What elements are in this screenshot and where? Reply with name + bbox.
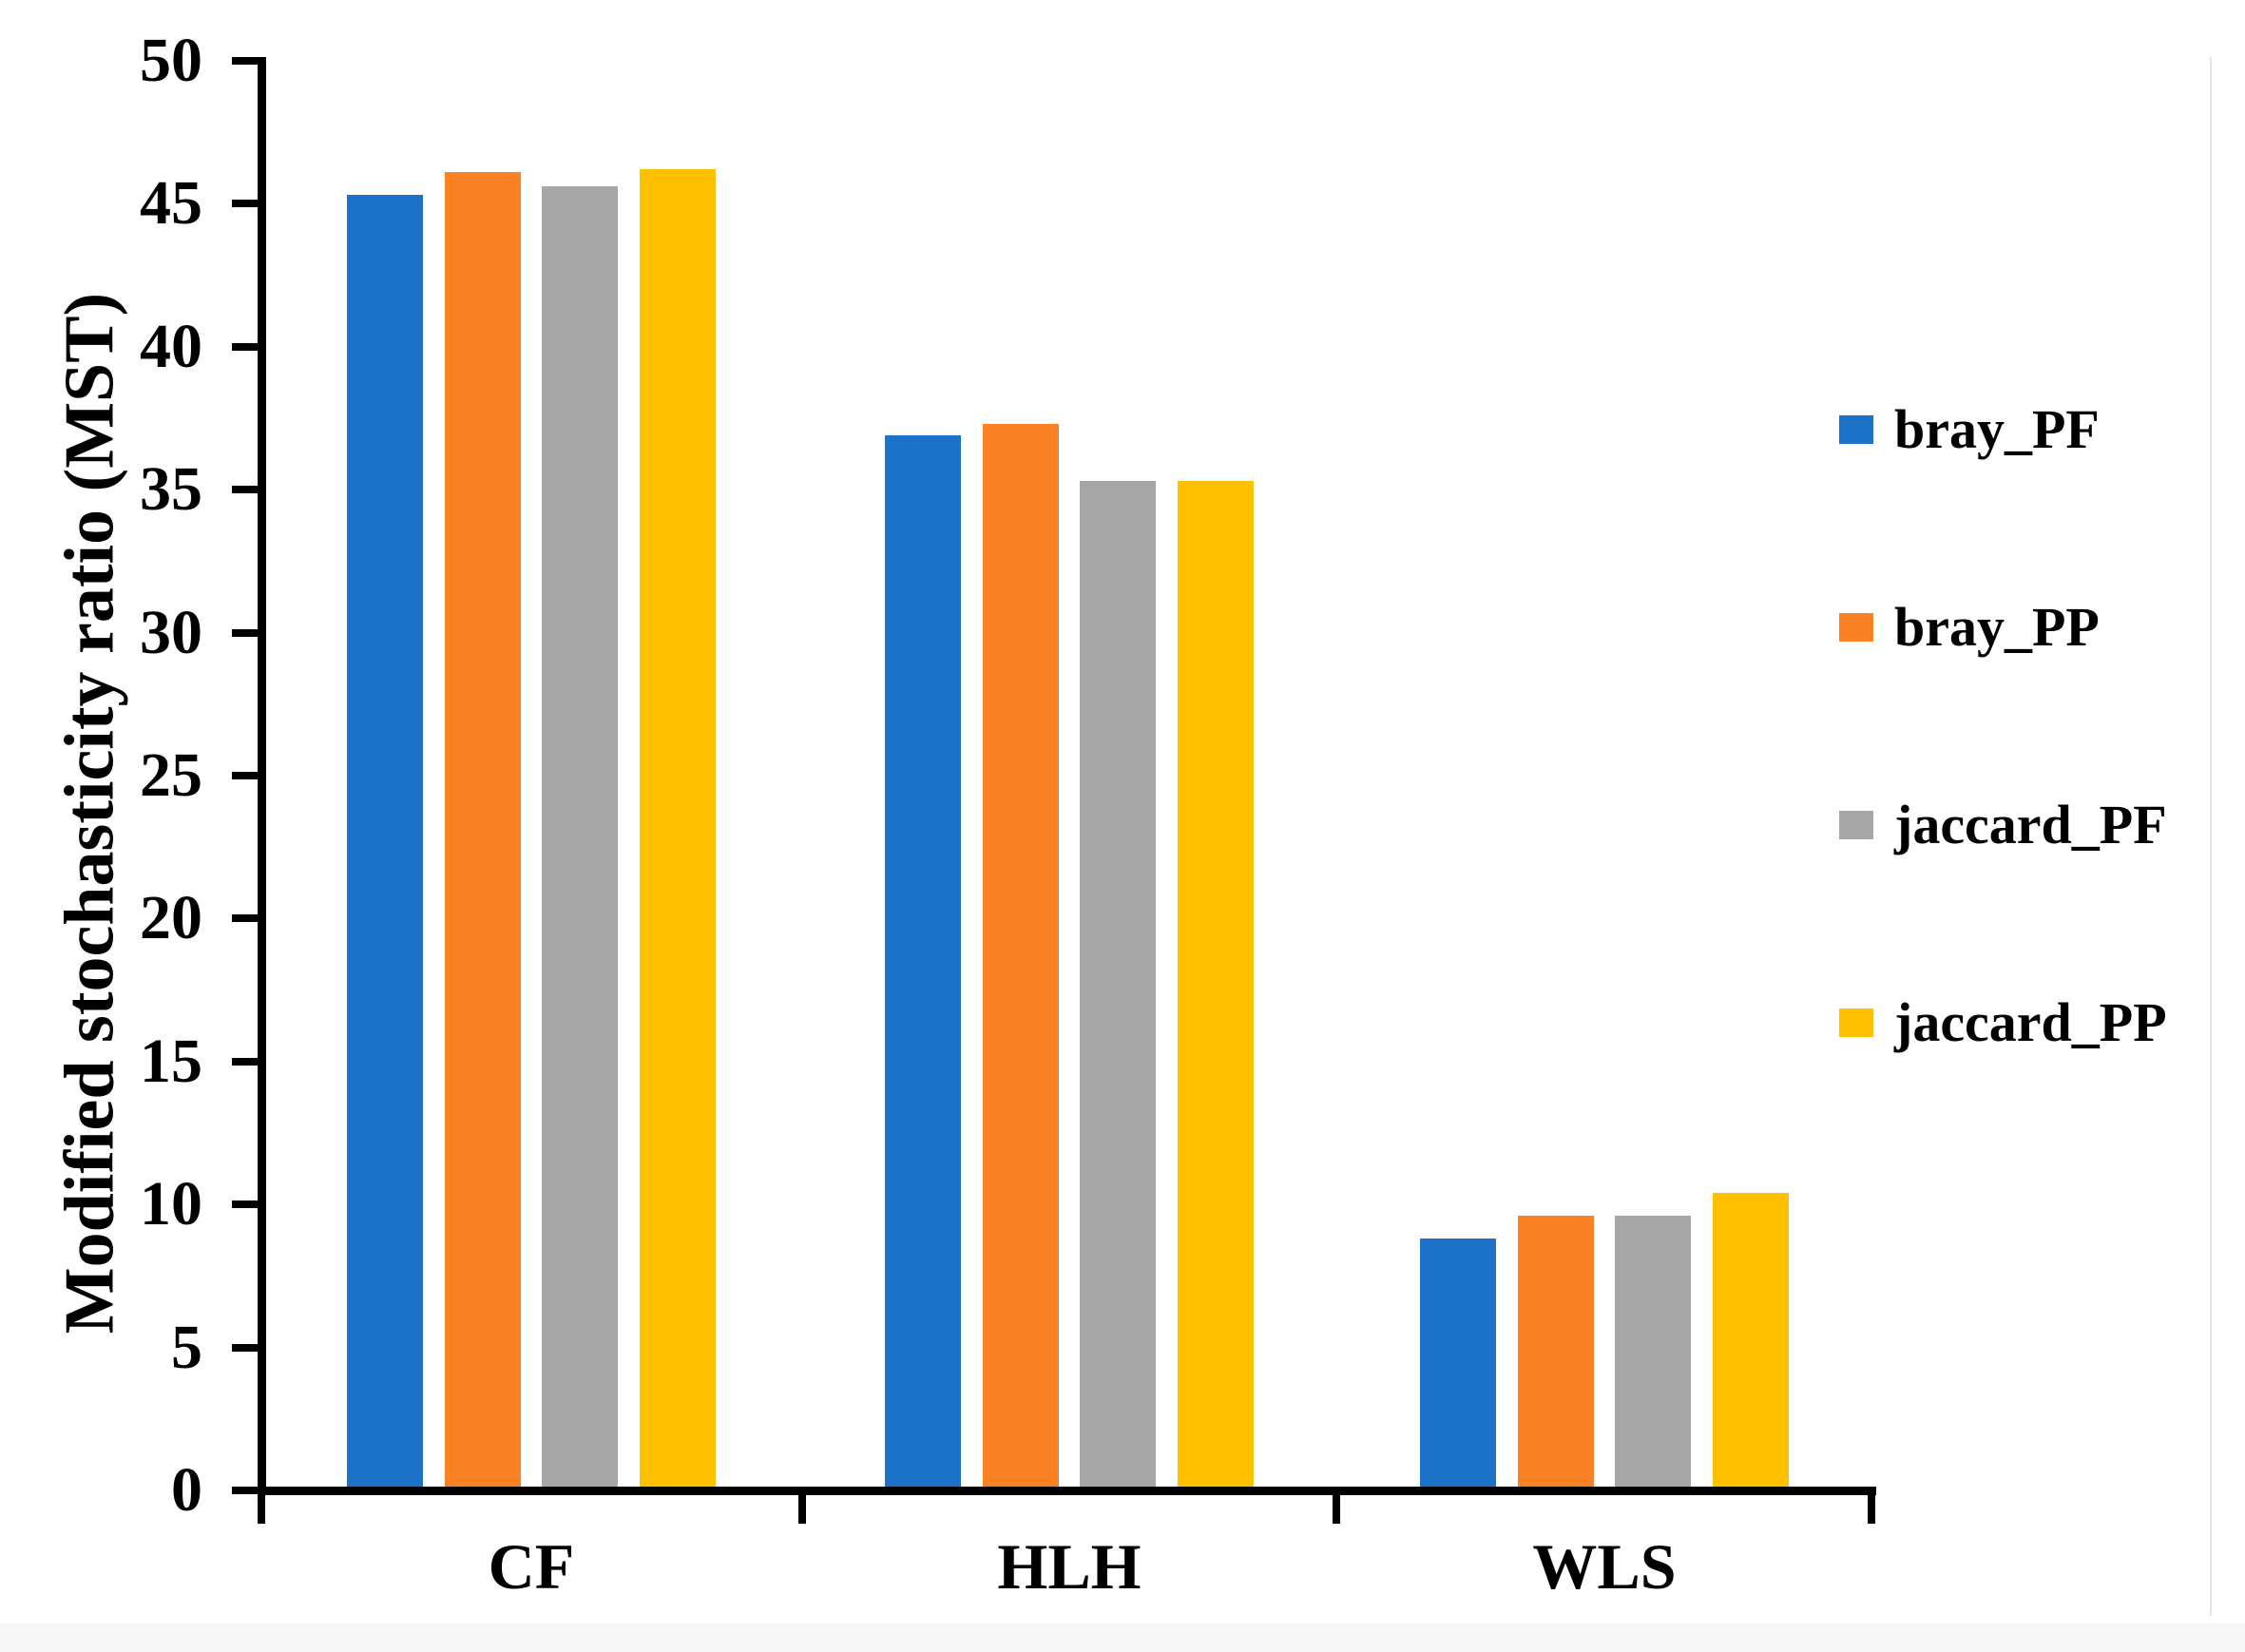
y-tick-0 xyxy=(232,1487,258,1494)
legend: bray_PF bray_PP jaccard_PF jaccard_PP xyxy=(1839,0,2238,1652)
legend-label-bray_PP: bray_PP xyxy=(1894,596,2100,658)
y-tick-label-45: 45 xyxy=(140,168,202,238)
bar-CF-jaccard_PF xyxy=(542,186,618,1490)
legend-label-jaccard_PP: jaccard_PP xyxy=(1894,991,2167,1053)
bar-HLH-jaccard_PF xyxy=(1080,481,1156,1490)
y-tick-15 xyxy=(232,1058,258,1066)
y-tick-label-35: 35 xyxy=(140,454,202,524)
y-tick-35 xyxy=(232,486,258,493)
legend-label-jaccard_PF: jaccard_PF xyxy=(1894,794,2167,855)
legend-swatch-bray_PP xyxy=(1839,613,1873,642)
legend-item-jaccard_PP: jaccard_PP xyxy=(1839,994,2238,1051)
legend-item-bray_PP: bray_PP xyxy=(1839,599,2238,656)
x-tick-3 xyxy=(1868,1495,1875,1524)
bar-HLH-jaccard_PP xyxy=(1178,481,1254,1490)
y-tick-label-10: 10 xyxy=(140,1169,202,1239)
x-tick-0 xyxy=(258,1495,265,1524)
y-tick-20 xyxy=(232,914,258,922)
y-axis-line xyxy=(258,57,266,1495)
y-tick-5 xyxy=(232,1344,258,1352)
y-tick-25 xyxy=(232,772,258,779)
bar-WLS-jaccard_PP xyxy=(1713,1193,1789,1490)
y-tick-40 xyxy=(232,343,258,351)
legend-item-bray_PF: bray_PF xyxy=(1839,401,2238,458)
y-tick-label-40: 40 xyxy=(140,312,202,381)
bar-CF-jaccard_PP xyxy=(640,169,716,1490)
legend-swatch-bray_PF xyxy=(1839,415,1873,444)
y-tick-30 xyxy=(232,629,258,637)
x-tick-1 xyxy=(798,1495,806,1524)
bar-CF-bray_PP xyxy=(445,172,521,1490)
x-axis-line xyxy=(258,1487,1876,1495)
bar-WLS-bray_PP xyxy=(1518,1216,1594,1490)
y-tick-label-30: 30 xyxy=(140,598,202,667)
y-tick-label-5: 5 xyxy=(171,1313,202,1382)
bar-HLH-bray_PP xyxy=(983,424,1059,1490)
y-tick-label-15: 15 xyxy=(140,1027,202,1096)
x-axis-category-label-WLS: WLS xyxy=(1532,1530,1677,1603)
x-axis-category-label-CF: CF xyxy=(488,1530,575,1603)
y-tick-10 xyxy=(232,1201,258,1208)
y-tick-label-20: 20 xyxy=(140,883,202,952)
y-tick-label-50: 50 xyxy=(140,26,202,95)
y-tick-45 xyxy=(232,200,258,207)
bar-CF-bray_PF xyxy=(347,195,423,1490)
legend-swatch-jaccard_PP xyxy=(1839,1008,1873,1037)
legend-item-jaccard_PF: jaccard_PF xyxy=(1839,797,2238,854)
legend-label-bray_PF: bray_PF xyxy=(1894,398,2100,460)
y-tick-50 xyxy=(232,57,258,65)
y-tick-label-0: 0 xyxy=(171,1455,202,1525)
x-tick-2 xyxy=(1333,1495,1340,1524)
bar-HLH-bray_PF xyxy=(885,435,961,1490)
legend-swatch-jaccard_PF xyxy=(1839,811,1873,839)
y-tick-label-25: 25 xyxy=(140,740,202,810)
x-axis-category-label-HLH: HLH xyxy=(997,1530,1142,1603)
bar-WLS-bray_PF xyxy=(1420,1239,1496,1490)
bar-WLS-jaccard_PF xyxy=(1615,1216,1691,1490)
figure-right-edge-line xyxy=(2210,57,2212,1616)
bottom-strip xyxy=(0,1623,2245,1652)
